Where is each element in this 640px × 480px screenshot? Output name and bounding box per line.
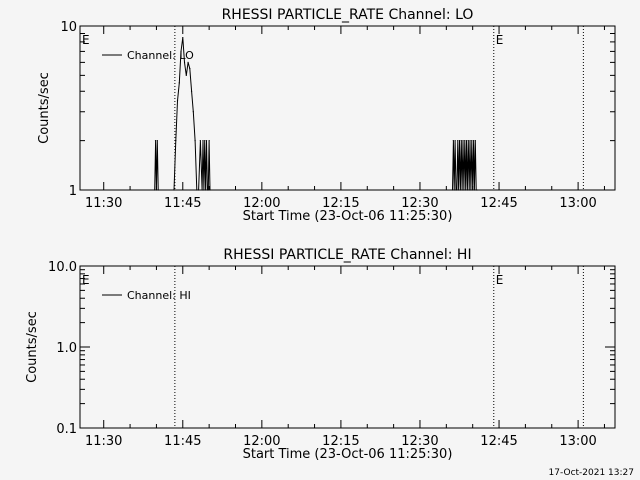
event-marker-label: E <box>496 33 504 47</box>
data-point <box>176 100 179 102</box>
x-tick-label: 12:45 <box>480 434 517 449</box>
y-axis-label: Counts/sec <box>37 72 52 144</box>
data-point <box>157 189 159 191</box>
data-point <box>473 189 476 191</box>
data-point <box>465 140 468 142</box>
y-tick-label: 1.0 <box>56 341 77 356</box>
y-tick-label: 1 <box>69 184 77 199</box>
data-point <box>468 189 470 191</box>
event-marker-label: E <box>496 273 504 287</box>
data-point <box>192 111 194 113</box>
data-point <box>185 74 187 76</box>
data-point <box>156 140 158 142</box>
data-point <box>456 189 458 191</box>
x-tick-label: 11:30 <box>85 196 122 211</box>
x-tick-label: 11:45 <box>164 434 201 449</box>
data-point <box>173 189 175 191</box>
x-tick-label: 12:45 <box>480 196 517 211</box>
data-point <box>460 140 462 142</box>
data-point <box>206 189 208 191</box>
data-point <box>180 50 182 53</box>
data-point <box>207 189 209 191</box>
data-point <box>472 189 474 191</box>
data-point <box>154 189 156 191</box>
data-point <box>455 189 457 191</box>
data-point <box>452 140 454 142</box>
x-tick-label: 12:00 <box>243 196 280 211</box>
x-axis-label: Start Time (23-Oct-06 11:25:30) <box>243 209 453 224</box>
data-point <box>475 189 477 191</box>
data-point <box>197 189 200 191</box>
data-point <box>471 140 473 142</box>
data-point <box>470 189 472 191</box>
y-axis-label: Counts/sec <box>25 311 40 383</box>
data-point <box>196 189 198 191</box>
data-point <box>202 140 204 142</box>
data-point <box>182 36 184 39</box>
data-point <box>208 140 210 142</box>
x-tick-label: 12:30 <box>401 196 438 211</box>
x-tick-label: 11:45 <box>164 196 201 211</box>
y-tick-label: 10.0 <box>48 260 77 275</box>
x-tick-label: 12:15 <box>322 196 359 211</box>
panel-lo: RHESSI PARTICLE_RATE Channel: LO Start Ti… <box>37 7 616 224</box>
data-point <box>175 140 177 142</box>
data-point <box>453 189 455 191</box>
data-point <box>205 140 208 142</box>
chart-title: RHESSI PARTICLE_RATE Channel: HI <box>223 247 471 263</box>
data-point <box>189 67 191 70</box>
data-point <box>187 61 189 63</box>
data-point <box>155 189 158 191</box>
panel-hi: RHESSI PARTICLE_RATE Channel: HI Start Ti… <box>25 247 616 462</box>
data-point <box>457 140 459 142</box>
data-point <box>204 140 206 142</box>
data-point <box>199 140 201 142</box>
x-tick-label: 12:00 <box>243 434 280 449</box>
data-point <box>459 189 461 191</box>
x-tick-label: 13:00 <box>559 434 596 449</box>
x-tick-label: 12:30 <box>401 434 438 449</box>
data-point <box>463 189 465 191</box>
data-point <box>458 189 460 191</box>
legend-label: Channel: HI <box>127 289 191 302</box>
data-point <box>178 82 180 84</box>
data-point <box>154 140 157 142</box>
data-point <box>464 140 466 142</box>
data-point <box>451 189 454 191</box>
data-point <box>474 140 476 142</box>
data-point <box>183 61 186 63</box>
x-axis-label: Start Time (23-Oct-06 11:25:30) <box>243 447 453 462</box>
data-point <box>476 189 478 191</box>
data-point <box>472 140 475 142</box>
data-point <box>201 189 203 191</box>
data-point <box>454 140 456 142</box>
data-point <box>461 189 463 191</box>
series-line <box>154 37 478 191</box>
chart-title: RHESSI PARTICLE_RATE Channel: LO <box>222 7 474 23</box>
event-marker-label: E <box>82 273 90 287</box>
data-point <box>467 140 469 142</box>
data-point <box>469 140 471 142</box>
legend-label: Channel: LO <box>127 49 194 62</box>
data-point <box>209 189 211 191</box>
data-point <box>194 140 196 142</box>
data-point <box>203 189 205 191</box>
event-marker-label: E <box>82 33 90 47</box>
data-point <box>205 189 207 191</box>
y-tick-label: 0.1 <box>56 422 77 437</box>
data-point <box>190 90 193 92</box>
x-tick-label: 12:15 <box>322 434 359 449</box>
data-point <box>462 140 464 142</box>
y-tick-label: 10 <box>60 20 77 35</box>
x-tick-label: 11:30 <box>85 434 122 449</box>
data-point <box>458 140 461 142</box>
x-tick-label: 13:00 <box>559 196 596 211</box>
data-point <box>466 189 469 191</box>
data-point <box>465 189 467 191</box>
footer-timestamp: 17-Oct-2021 13:27 <box>548 468 634 478</box>
